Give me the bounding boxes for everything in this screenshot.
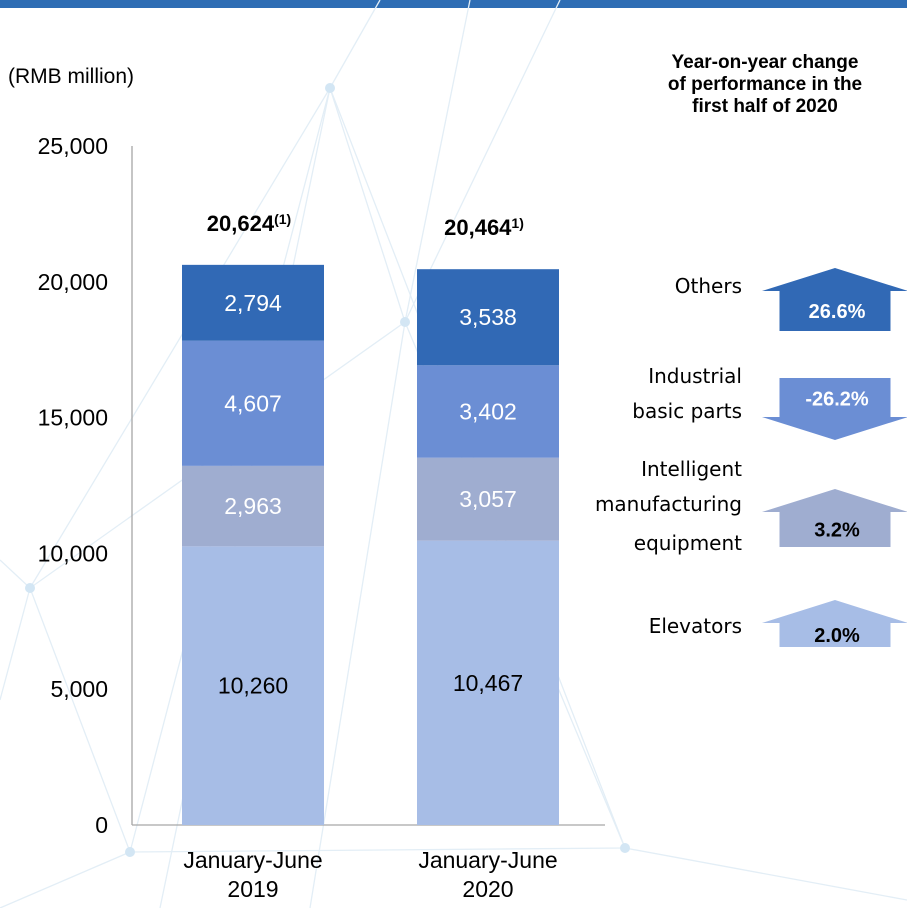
yoy-segment-label: Elevators <box>649 614 742 638</box>
yoy-change-panel: 26.6% Others -26.2% Industrial basic parts 3.… <box>595 268 907 647</box>
data-label: 10,467 <box>453 670 523 696</box>
data-label: 4,607 <box>224 390 282 416</box>
yoy-segment-label: manufacturing <box>595 492 742 516</box>
arrow-down-icon <box>762 378 907 440</box>
bar-segment-others <box>182 264 324 341</box>
bar-segment-others <box>417 269 559 366</box>
arrow-up-icon <box>762 268 907 331</box>
y-tick-label: 20,000 <box>38 269 108 295</box>
x-tick-label: 2019 <box>227 876 278 902</box>
y-tick-label: 15,000 <box>38 405 108 431</box>
arrow-up-icon <box>762 489 907 547</box>
y-tick-label: 5,000 <box>50 676 108 702</box>
y-tick-label: 0 <box>95 812 108 838</box>
yoy-change-value: -26.2% <box>805 389 869 411</box>
yoy-change-value: 3.2% <box>814 520 860 542</box>
bar-segment-elevators <box>182 546 324 825</box>
bar-segment-intelligent_manufacturing_equipment <box>417 457 559 541</box>
bar-segment-elevators <box>417 540 559 825</box>
yoy-segment-label: Intelligent <box>641 457 742 481</box>
yoy-segment-label: basic parts <box>632 399 742 423</box>
data-label: 3,538 <box>459 304 517 330</box>
data-label: 2,794 <box>224 290 282 316</box>
y-tick-label: 10,000 <box>38 540 108 566</box>
x-tick-label: January-June <box>183 847 322 873</box>
yoy-title: Year-on-year change of performance in th… <box>667 52 863 117</box>
yoy-segment-label: Others <box>675 274 742 298</box>
data-label: 2,963 <box>224 493 282 519</box>
yoy-segment-label: equipment <box>634 531 742 555</box>
yoy-change-value: 2.0% <box>814 625 860 647</box>
data-label: 10,260 <box>218 673 288 699</box>
x-axis-labels: January-June 2019 January-June 2020 <box>183 847 557 902</box>
bars-group: 10,260 2,963 4,607 2,794 20,624(1) 10,467 3,05… <box>182 211 559 825</box>
yoy-change-value: 26.6% <box>809 301 866 323</box>
y-tick-label: 25,000 <box>38 133 108 159</box>
data-label: 3,057 <box>459 486 517 512</box>
arrow-up-icon <box>762 600 907 647</box>
bar-segment-industrial_basic_parts <box>182 340 324 466</box>
unit-label: (RMB million) <box>8 65 134 88</box>
yoy-segment-label: Industrial <box>648 364 742 388</box>
top-accent-bar <box>0 0 907 8</box>
bar-segment-industrial_basic_parts <box>417 365 559 458</box>
bar-segment-intelligent_manufacturing_equipment <box>182 465 324 547</box>
x-tick-label: 2020 <box>462 876 513 902</box>
bar-total-label: 20,4641) <box>444 215 524 240</box>
x-tick-label: January-June <box>418 847 557 873</box>
data-label: 3,402 <box>459 398 517 424</box>
bar-total-label: 20,624(1) <box>207 211 291 236</box>
y-axis-ticks: 0 5,000 10,000 15,000 20,000 25,000 <box>38 133 108 838</box>
